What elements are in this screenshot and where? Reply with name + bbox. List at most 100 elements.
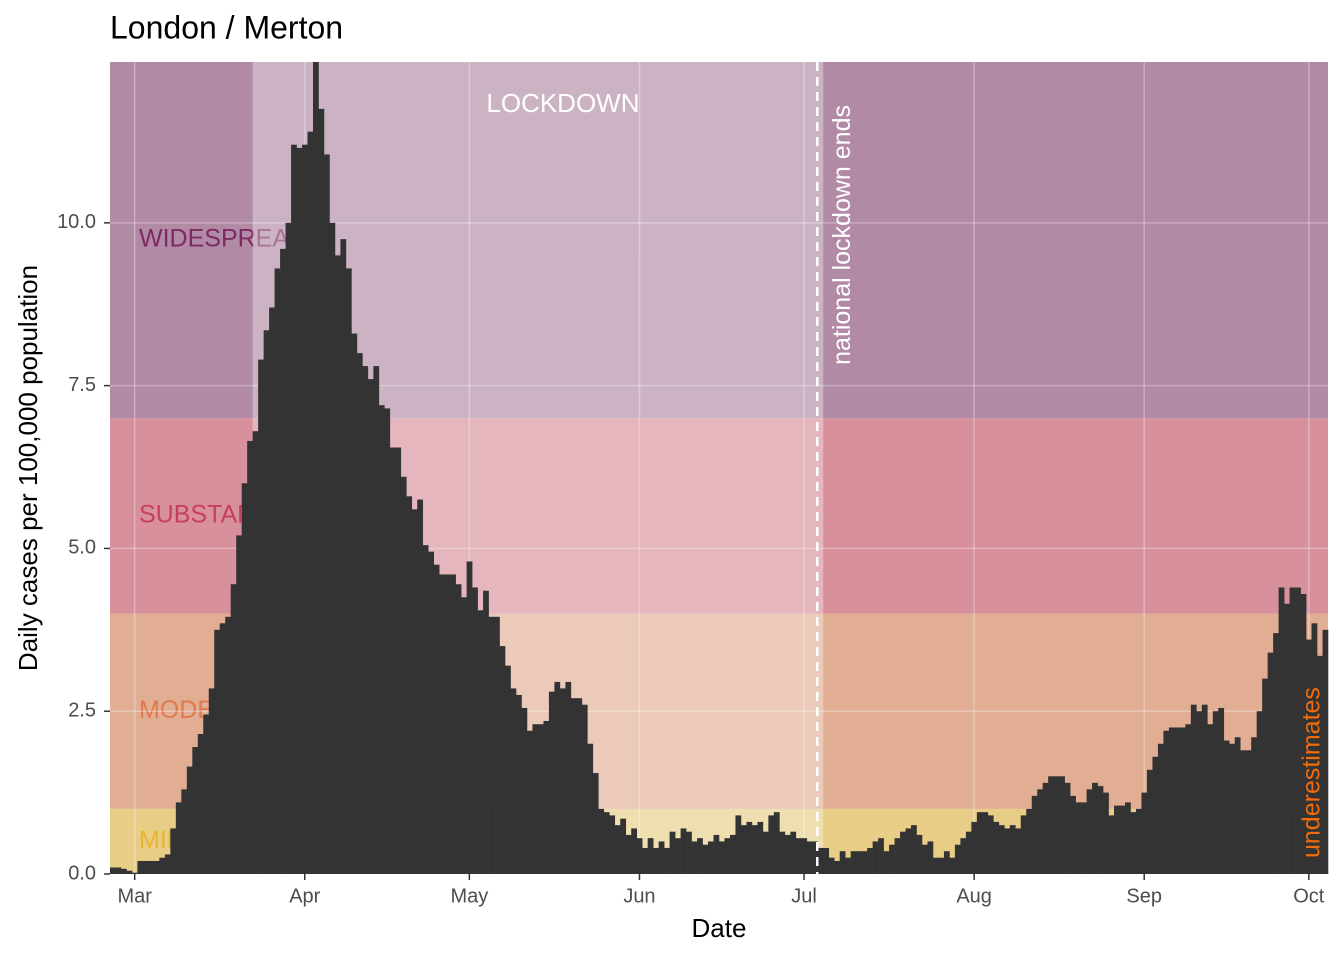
bar: [362, 366, 369, 874]
bar: [1196, 711, 1203, 874]
bar: [729, 834, 736, 874]
bar: [1273, 633, 1279, 874]
bar: [203, 714, 210, 874]
bar: [494, 616, 500, 874]
bar: [400, 476, 407, 874]
bar: [1256, 711, 1263, 874]
bar: [620, 818, 627, 874]
x-tick-label: Oct: [1293, 885, 1325, 907]
bar: [1108, 815, 1115, 874]
x-axis-label: Date: [692, 913, 747, 943]
y-axis-label: Daily cases per 100,000 population: [13, 265, 43, 671]
bar: [280, 248, 286, 874]
bar: [735, 815, 742, 874]
bar: [1135, 808, 1142, 874]
bar: [417, 499, 424, 874]
bar: [1026, 808, 1033, 874]
bar: [779, 831, 786, 874]
bar: [1289, 587, 1296, 874]
bar: [131, 872, 138, 874]
bar: [1086, 789, 1093, 874]
bar: [433, 564, 440, 874]
bar: [444, 574, 451, 874]
x-tick-label: Apr: [289, 885, 320, 907]
bar: [258, 359, 264, 874]
bar: [422, 545, 429, 874]
bar: [291, 144, 297, 874]
bar: [1015, 828, 1022, 874]
bar: [120, 868, 127, 874]
bar: [1212, 711, 1219, 874]
bar: [965, 831, 972, 874]
bar: [1168, 727, 1175, 874]
bar: [1218, 707, 1225, 874]
bar: [345, 268, 352, 875]
bar: [208, 688, 215, 874]
bar: [389, 447, 396, 874]
bar: [905, 828, 912, 874]
bar: [1251, 737, 1257, 874]
bar: [505, 665, 511, 874]
bar: [872, 841, 879, 874]
bar: [603, 812, 610, 874]
bar: [406, 496, 413, 874]
y-tick-label: 10.0: [57, 211, 96, 233]
bar: [230, 584, 237, 874]
bar: [466, 561, 473, 874]
bar: [159, 857, 166, 874]
bar: [669, 831, 676, 874]
bar: [461, 597, 467, 874]
bar: [976, 812, 983, 874]
bar: [1295, 587, 1301, 874]
bar: [757, 821, 764, 874]
bar: [323, 154, 330, 875]
x-tick-label: Jul: [791, 885, 817, 907]
bar: [1048, 776, 1054, 874]
bar: [499, 646, 506, 874]
bar: [192, 747, 199, 874]
bar: [719, 841, 725, 874]
bar: [1267, 652, 1274, 874]
bar: [559, 688, 566, 874]
bar: [340, 239, 347, 874]
bar: [1130, 812, 1137, 874]
bar: [581, 704, 588, 874]
bar: [850, 851, 857, 874]
bar: [148, 860, 155, 874]
bar: [1119, 805, 1126, 874]
bar: [1053, 776, 1060, 874]
bar: [987, 815, 994, 874]
bar: [526, 730, 533, 874]
bar: [472, 587, 478, 874]
bar: [356, 353, 363, 874]
bar: [834, 860, 841, 874]
bar: [938, 857, 945, 874]
bar: [164, 854, 171, 874]
bar: [708, 841, 714, 874]
bar: [889, 844, 895, 874]
bar: [548, 691, 555, 874]
bar: [1234, 737, 1241, 874]
bar: [175, 802, 182, 874]
bar: [1103, 792, 1109, 874]
bar: [313, 62, 319, 874]
bar: [916, 834, 923, 874]
bar: [795, 838, 802, 874]
bar: [1125, 802, 1131, 874]
band-label: WIDESPREAD: [139, 225, 307, 253]
bar: [1092, 782, 1098, 874]
bar: [142, 860, 149, 874]
bar: [1174, 727, 1181, 874]
bar: [318, 108, 325, 874]
y-tick-label: 0.0: [68, 862, 96, 884]
bar: [993, 821, 1000, 874]
bar: [647, 838, 654, 874]
bar: [516, 694, 522, 874]
bar: [1262, 678, 1268, 874]
bar: [631, 828, 638, 874]
bar: [697, 838, 703, 874]
bar: [576, 698, 583, 874]
bar: [115, 867, 122, 874]
bar: [1114, 805, 1120, 874]
bar: [998, 825, 1005, 874]
